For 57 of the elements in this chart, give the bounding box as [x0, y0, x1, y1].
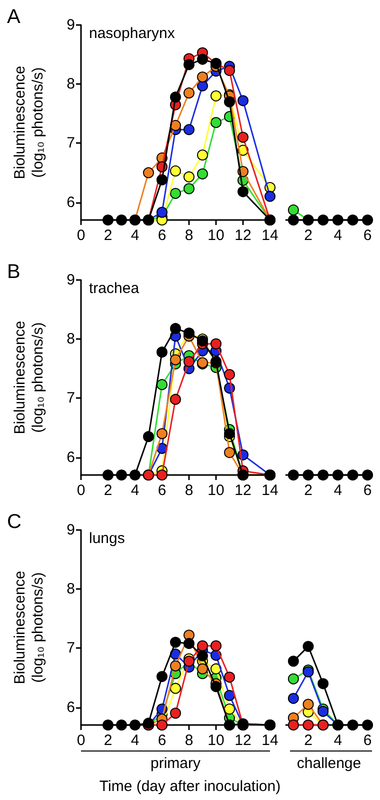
- x-axis-title: challenge: [296, 755, 362, 772]
- x-tick-label: 0: [76, 482, 86, 499]
- y-tick-label: 9: [66, 272, 75, 288]
- y-axis-title: Bioluminescence (log₁₀ photons/s): [12, 66, 46, 180]
- x-tick-label: 10: [208, 732, 224, 749]
- x-tick-label: 8: [184, 227, 194, 244]
- chart-title: C: [7, 511, 22, 533]
- x-tick-label: 8: [184, 482, 194, 499]
- y-tick-label: 6: [66, 448, 75, 466]
- x-tick-label: 2: [104, 227, 112, 244]
- x-tick-label: 6: [363, 482, 372, 499]
- chart-title: B: [7, 261, 20, 283]
- x-tick-label: 2: [304, 482, 312, 499]
- x-tick-label: 4: [334, 227, 342, 244]
- y-tick-label: 8: [66, 76, 75, 93]
- x-tick-label: 4: [334, 482, 342, 499]
- x-tick-label: 2: [304, 732, 312, 749]
- x-tick-label: 14: [262, 732, 278, 749]
- text: Time (day after inoculation): [99, 778, 281, 795]
- x-tick-label: 4: [130, 227, 140, 244]
- x-tick-label: 2: [104, 732, 112, 749]
- x-tick-label: 12: [234, 482, 252, 499]
- x-tick-label: 2: [304, 227, 312, 244]
- x-tick-label: 6: [363, 227, 372, 244]
- chart-title: A: [7, 6, 21, 28]
- x-tick-label: 8: [184, 732, 194, 749]
- annotation: nasopharynx: [89, 25, 176, 42]
- x-tick-label: 4: [130, 732, 140, 749]
- y-tick-label: 8: [66, 330, 75, 348]
- y-tick-label: 6: [66, 194, 75, 211]
- x-tick-label: 2: [104, 482, 112, 499]
- y-tick-label: 8: [66, 580, 75, 598]
- x-tick-label: 0: [76, 227, 86, 244]
- annotation: lungs: [89, 530, 125, 547]
- y-tick-label: 6: [66, 698, 75, 716]
- y-tick-label: 9: [66, 522, 75, 538]
- x-tick-label: 10: [208, 227, 224, 244]
- x-tick-label: 14: [262, 227, 278, 244]
- y-tick-label: 7: [66, 640, 75, 657]
- y-tick-label: 7: [66, 134, 75, 152]
- x-tick-label: 4: [130, 482, 140, 499]
- y-axis-title: Bioluminescence (log₁₀ photons/s): [12, 570, 46, 684]
- x-tick-label: 12: [234, 227, 252, 244]
- x-tick-label: 4: [334, 732, 342, 749]
- y-axis-title: Bioluminescence (log₁₀ photons/s): [12, 320, 46, 434]
- x-tick-label: 6: [158, 482, 166, 499]
- x-tick-label: 6: [363, 732, 372, 749]
- x-tick-label: 14: [262, 482, 278, 499]
- x-tick-label: 12: [234, 732, 252, 749]
- y-tick-label: 9: [66, 16, 75, 34]
- x-tick-label: 10: [208, 482, 224, 499]
- x-tick-label: 6: [158, 732, 166, 749]
- annotation: trachea: [89, 280, 140, 297]
- y-tick-label: 7: [66, 390, 75, 407]
- x-tick-label: 0: [76, 732, 86, 749]
- x-axis-title: primary: [150, 755, 201, 772]
- x-tick-label: 6: [158, 227, 166, 244]
